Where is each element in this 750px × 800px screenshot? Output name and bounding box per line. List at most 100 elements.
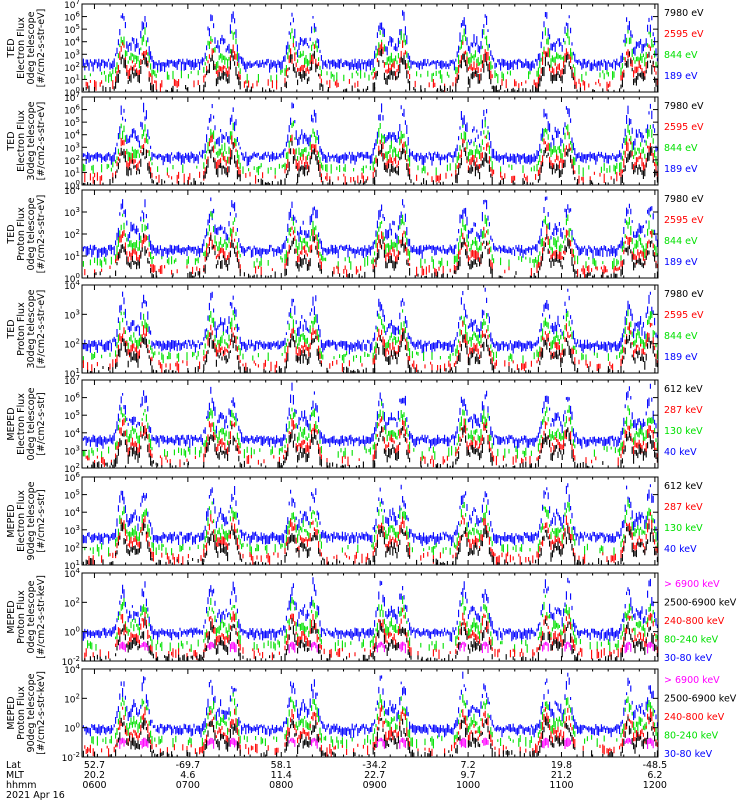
legend-entry: 2595 eV — [664, 29, 704, 40]
y-axis-label: MEPEDElectron Flux90deg telescope[#/cm2-… — [6, 481, 47, 560]
y-axis-label: TEDElectron Flux0deg telescope[#/cm2-s-s… — [6, 9, 47, 88]
series-trace-black — [82, 330, 658, 373]
y-tick-label: 102 — [64, 154, 80, 167]
series-trace-blue — [82, 483, 658, 547]
x-tick-label: 0600 — [82, 780, 106, 791]
legend-entry: > 6900 keV — [664, 579, 720, 590]
y-tick-label: 104 — [64, 427, 80, 440]
x-tick-label: 21.2 — [551, 770, 572, 781]
legend-entry: 612 keV — [664, 481, 703, 492]
series-trace-green — [82, 499, 658, 557]
y-tick-label: 101 — [64, 166, 80, 179]
legend-entry: 80-240 keV — [664, 731, 719, 742]
series-trace-blue — [82, 102, 658, 167]
legend-entry: 30-80 keV — [664, 653, 713, 664]
y-tick-label: 102 — [64, 692, 80, 705]
legend-entry: 80-240 keV — [664, 635, 719, 646]
legend-entry: 2595 eV — [664, 122, 704, 133]
x-tick-label: 4.6 — [180, 770, 195, 781]
legend-entry: 844 eV — [664, 50, 698, 61]
x-tick-label: 58.1 — [271, 760, 292, 771]
x-tick-label: 9.7 — [461, 770, 476, 781]
panel-frame — [81, 3, 659, 93]
x-tick-label: -69.7 — [176, 760, 201, 771]
legend-entry: 287 keV — [664, 405, 703, 416]
legend-entry: 7980 eV — [664, 194, 704, 205]
series-trace-magenta — [119, 641, 654, 654]
series-trace-black — [82, 233, 658, 278]
y-tick-label: 105 — [64, 409, 80, 422]
x-tick-label: 11.4 — [271, 770, 292, 781]
legend-entry: 844 eV — [664, 331, 698, 342]
x-tick-label: 1100 — [549, 780, 573, 791]
y-tick-label: 104 — [64, 129, 80, 142]
legend-entry: 844 eV — [664, 143, 698, 154]
panel-frame — [81, 96, 659, 186]
series-trace-black — [82, 48, 658, 92]
legend-entry: 2595 eV — [664, 215, 704, 226]
x-tick-label: 20.2 — [84, 770, 105, 781]
y-tick-label: 103 — [64, 141, 80, 154]
series-trace-black — [82, 140, 658, 185]
x-tick-label: 0700 — [176, 780, 200, 791]
series-trace-black — [82, 424, 658, 468]
panel-frame — [81, 476, 659, 566]
panel-frame — [81, 668, 659, 758]
series-trace-green — [82, 309, 658, 364]
x-row-name: hhmm — [6, 780, 37, 791]
legend-entry: 7980 eV — [664, 8, 704, 19]
x-tick-label: -48.5 — [643, 760, 668, 771]
legend-entry: 130 keV — [664, 426, 703, 437]
y-tick-label: 105 — [64, 23, 80, 36]
legend-entry: 7980 eV — [664, 101, 704, 112]
series-trace-red — [88, 512, 658, 565]
series-trace-red — [84, 131, 658, 185]
y-tick-label: 100 — [64, 722, 80, 735]
y-tick-label: 104 — [64, 36, 80, 49]
legend-entry: 240-800 keV — [664, 616, 725, 627]
legend-entry: 240-800 keV — [664, 712, 725, 723]
legend-entry: 189 eV — [664, 71, 698, 82]
legend-entry: 189 eV — [664, 257, 698, 268]
legend-entry: 612 keV — [664, 384, 703, 395]
y-tick-label: 105 — [64, 489, 80, 502]
x-row-name: Lat — [6, 760, 21, 771]
panel-frame — [81, 572, 659, 662]
y-axis-label: TEDElectron Flux30deg telescope[#/cm2-s-… — [6, 101, 47, 180]
y-tick-label: 106 — [64, 104, 80, 117]
series-trace-red — [85, 40, 658, 92]
series-trace-green — [84, 27, 658, 84]
y-tick-label: 103 — [64, 48, 80, 61]
x-tick-label: 22.7 — [364, 770, 385, 781]
series-trace-blue — [82, 382, 658, 449]
y-tick-label: 102 — [64, 61, 80, 74]
x-tick-label: 19.8 — [551, 760, 572, 771]
x-tick-label: -34.2 — [362, 760, 387, 771]
legend-entry: 287 keV — [664, 502, 703, 513]
y-tick-label: 101 — [64, 73, 80, 86]
legend-entry: 189 eV — [664, 352, 698, 363]
x-tick-label: 1000 — [456, 780, 480, 791]
y-tick-label: 103 — [64, 444, 80, 457]
legend-entry: 189 eV — [664, 164, 698, 175]
x-tick-label: 0800 — [269, 780, 293, 791]
series-trace-black — [82, 522, 658, 565]
series-trace-green — [82, 401, 658, 461]
series-trace-green — [82, 211, 658, 271]
legend-entry: 40 keV — [664, 447, 697, 458]
y-tick-label: 10-2 — [62, 751, 80, 764]
series-trace-blue — [82, 287, 658, 355]
x-tick-label: 7.2 — [461, 760, 476, 771]
legend-entry: 40 keV — [664, 544, 697, 555]
series-trace-red — [84, 704, 658, 757]
y-axis-label: TEDProton Flux0deg telescope[#/cm2-s-str… — [6, 195, 47, 274]
y-tick-label: 107 — [64, 0, 80, 11]
y-axis-label: MEPEDProton Flux90deg telescope[#/cm2-s-… — [6, 671, 47, 755]
x-tick-label: 1200 — [643, 780, 667, 791]
series-trace-magenta — [119, 737, 654, 749]
